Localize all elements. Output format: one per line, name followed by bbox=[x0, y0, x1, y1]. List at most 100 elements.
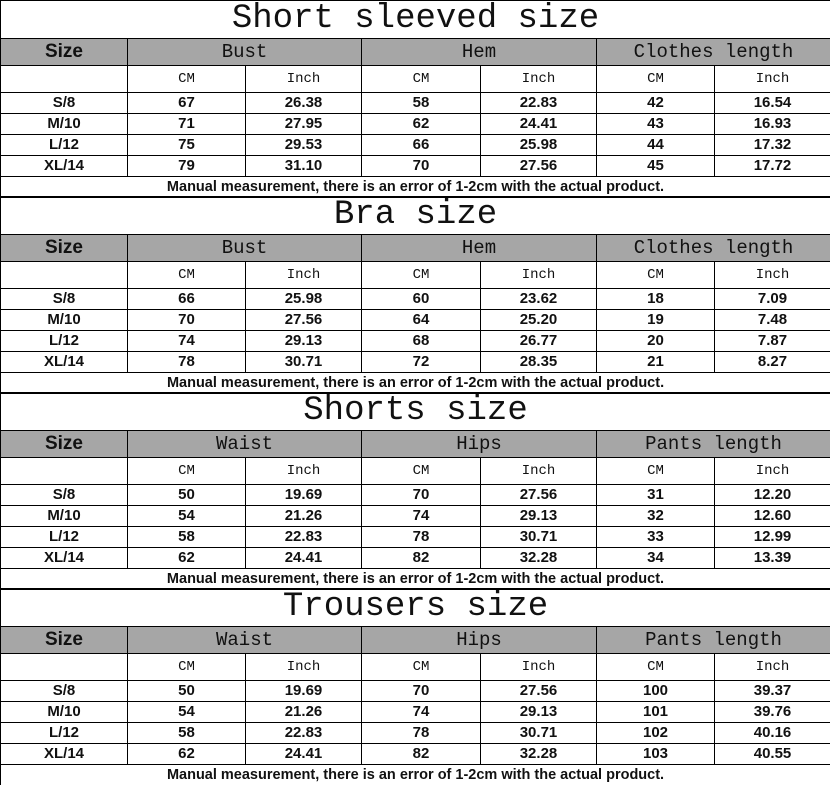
unit-inch: Inch bbox=[714, 65, 830, 93]
section-title: Bra size bbox=[0, 196, 830, 235]
measurement-cell: 31.10 bbox=[245, 155, 362, 177]
measurement-cell: 12.60 bbox=[713, 505, 830, 527]
measurement-cell: 102 bbox=[596, 722, 715, 744]
measurement-cell: 22.83 bbox=[245, 526, 362, 548]
size-table: Shorts size Size Waist Hips Pants length CM In… bbox=[0, 392, 830, 590]
measurement-note: Manual measurement, there is an error of… bbox=[0, 764, 830, 785]
measurement-cell: 16.54 bbox=[714, 92, 830, 114]
measurement-cell: 62 bbox=[361, 113, 481, 135]
size-section: Short sleeved size Size Bust Hem Clothes len… bbox=[0, 0, 830, 198]
unit-cm: CM bbox=[127, 653, 246, 681]
measurement-cell: 22.83 bbox=[480, 92, 597, 114]
group-header: Bust bbox=[127, 234, 362, 262]
measurement-cell: 70 bbox=[361, 155, 481, 177]
measurement-cell: 7.87 bbox=[713, 330, 830, 352]
measurement-cell: 32.28 bbox=[480, 743, 597, 765]
measurement-cell: 8.27 bbox=[713, 351, 830, 373]
measurement-cell: 19.69 bbox=[245, 680, 362, 702]
measurement-cell: 29.13 bbox=[245, 330, 362, 352]
unit-inch: Inch bbox=[245, 457, 362, 485]
measurement-cell: 78 bbox=[127, 351, 246, 373]
measurement-cell: 39.76 bbox=[713, 701, 830, 723]
measurement-cell: 24.41 bbox=[480, 113, 597, 135]
measurement-cell: 70 bbox=[127, 309, 246, 331]
size-label: L/12 bbox=[0, 526, 128, 548]
size-section: Trousers size Size Waist Hips Pants length CM… bbox=[0, 588, 830, 785]
size-label: XL/14 bbox=[0, 351, 128, 373]
measurement-cell: 17.32 bbox=[714, 134, 830, 156]
measurement-cell: 16.93 bbox=[714, 113, 830, 135]
section-title: Trousers size bbox=[0, 588, 830, 627]
group-header: Waist bbox=[127, 430, 362, 458]
blank-cell bbox=[0, 457, 128, 485]
blank-cell bbox=[0, 653, 128, 681]
size-header: Size bbox=[0, 626, 128, 654]
unit-cm: CM bbox=[596, 65, 715, 93]
measurement-cell: 40.16 bbox=[713, 722, 830, 744]
measurement-cell: 62 bbox=[127, 743, 246, 765]
measurement-cell: 100 bbox=[596, 680, 715, 702]
size-label: S/8 bbox=[0, 484, 128, 506]
measurement-cell: 54 bbox=[127, 505, 246, 527]
measurement-cell: 12.99 bbox=[713, 526, 830, 548]
measurement-cell: 20 bbox=[596, 330, 715, 352]
measurement-cell: 70 bbox=[361, 680, 481, 702]
measurement-cell: 43 bbox=[596, 113, 715, 135]
measurement-cell: 18 bbox=[596, 288, 715, 310]
size-section: Shorts size Size Waist Hips Pants length CM In… bbox=[0, 392, 830, 590]
measurement-cell: 22.83 bbox=[245, 722, 362, 744]
unit-cm: CM bbox=[127, 261, 246, 289]
measurement-cell: 30.71 bbox=[245, 351, 362, 373]
measurement-cell: 58 bbox=[361, 92, 481, 114]
table-row: XL/14 79 31.10 70 27.56 45 17.72 bbox=[0, 155, 830, 177]
group-header: Waist bbox=[127, 626, 362, 654]
measurement-cell: 25.98 bbox=[245, 288, 362, 310]
unit-inch: Inch bbox=[480, 261, 597, 289]
size-label: M/10 bbox=[0, 505, 128, 527]
measurement-cell: 21.26 bbox=[245, 505, 362, 527]
section-title: Short sleeved size bbox=[0, 0, 830, 39]
measurement-cell: 19.69 bbox=[245, 484, 362, 506]
measurement-cell: 78 bbox=[361, 722, 481, 744]
measurement-cell: 17.72 bbox=[714, 155, 830, 177]
size-label: XL/14 bbox=[0, 155, 128, 177]
measurement-cell: 23.62 bbox=[480, 288, 597, 310]
measurement-cell: 72 bbox=[361, 351, 481, 373]
table-row: L/12 58 22.83 78 30.71 102 40.16 bbox=[0, 722, 830, 744]
unit-inch: Inch bbox=[480, 65, 597, 93]
measurement-cell: 40.55 bbox=[713, 743, 830, 765]
unit-inch: Inch bbox=[713, 653, 830, 681]
unit-cm: CM bbox=[361, 653, 481, 681]
measurement-cell: 13.39 bbox=[713, 547, 830, 569]
group-header: Hem bbox=[361, 38, 597, 66]
measurement-cell: 30.71 bbox=[480, 722, 597, 744]
measurement-cell: 60 bbox=[361, 288, 481, 310]
size-header: Size bbox=[0, 234, 128, 262]
measurement-note: Manual measurement, there is an error of… bbox=[0, 568, 830, 590]
measurement-cell: 82 bbox=[361, 743, 481, 765]
size-label: L/12 bbox=[0, 134, 128, 156]
size-label: M/10 bbox=[0, 113, 128, 135]
measurement-cell: 54 bbox=[127, 701, 246, 723]
table-row: M/10 54 21.26 74 29.13 101 39.76 bbox=[0, 701, 830, 723]
measurement-cell: 31 bbox=[596, 484, 715, 506]
measurement-cell: 67 bbox=[127, 92, 246, 114]
size-section: Bra size Size Bust Hem Clothes length CM Inch C… bbox=[0, 196, 830, 394]
size-header: Size bbox=[0, 38, 128, 66]
size-label: XL/14 bbox=[0, 547, 128, 569]
size-label: M/10 bbox=[0, 309, 128, 331]
measurement-cell: 103 bbox=[596, 743, 715, 765]
measurement-cell: 42 bbox=[596, 92, 715, 114]
measurement-cell: 39.37 bbox=[713, 680, 830, 702]
unit-cm: CM bbox=[596, 457, 715, 485]
size-header: Size bbox=[0, 430, 128, 458]
group-header: Bust bbox=[127, 38, 362, 66]
measurement-cell: 68 bbox=[361, 330, 481, 352]
measurement-note: Manual measurement, there is an error of… bbox=[0, 372, 830, 394]
unit-cm: CM bbox=[596, 653, 715, 681]
unit-cm: CM bbox=[127, 457, 246, 485]
size-label: L/12 bbox=[0, 330, 128, 352]
measurement-cell: 26.77 bbox=[480, 330, 597, 352]
measurement-cell: 29.13 bbox=[480, 701, 597, 723]
size-table: Short sleeved size Size Bust Hem Clothes len… bbox=[0, 0, 830, 198]
